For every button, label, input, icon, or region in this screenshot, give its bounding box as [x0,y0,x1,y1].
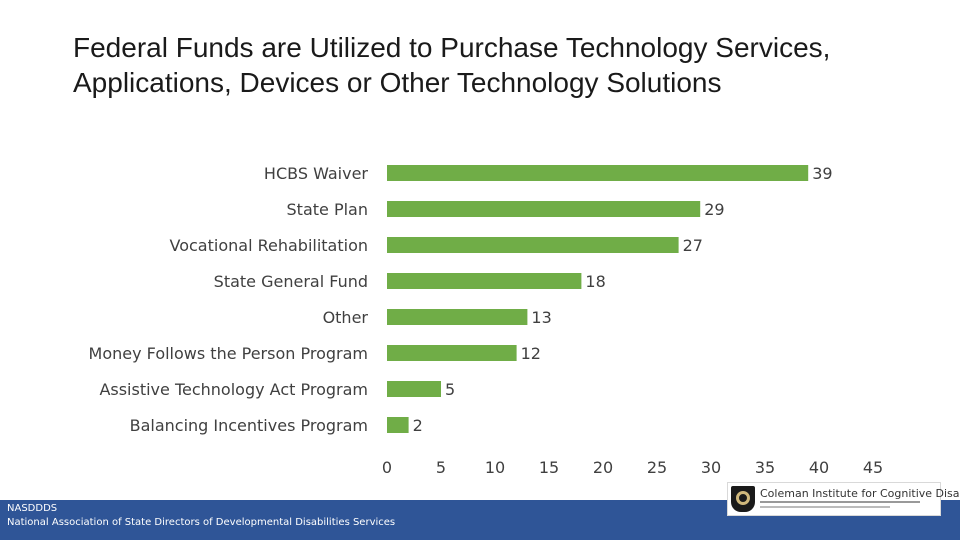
category-label: Assistive Technology Act Program [99,380,368,399]
logo-text: Coleman Institute for Cognitive Disabili… [760,487,960,500]
bar [387,273,582,289]
logo-subtitle-line [760,501,920,503]
bar [387,165,809,181]
category-label: Other [323,308,369,327]
x-tick-label: 35 [755,458,775,477]
footer-abbreviation: NASDDDS [7,503,58,514]
data-label: 39 [812,164,832,183]
data-label: 12 [521,344,541,363]
category-label: HCBS Waiver [264,164,369,183]
x-tick-label: 10 [485,458,505,477]
data-label: 13 [531,308,551,327]
logo-subtitle-line [760,506,890,508]
x-tick-label: 40 [809,458,829,477]
data-label: 2 [413,416,423,435]
coleman-institute-logo: Coleman Institute for Cognitive Disabili… [727,482,960,516]
bar [387,381,441,397]
x-tick-label: 20 [593,458,613,477]
bar [387,345,517,361]
x-tick-label: 30 [701,458,721,477]
x-tick-label: 25 [647,458,667,477]
bar-chart: HCBS Waiver 39 State Plan 29 Vocational Reha… [89,164,884,477]
cu-logo-icon [731,486,755,512]
x-tick-label: 5 [436,458,446,477]
data-label: 27 [683,236,703,255]
bar [387,417,409,433]
bar [387,201,701,217]
category-label: State General Fund [214,272,368,291]
x-tick-label: 15 [539,458,559,477]
bar [387,309,528,325]
chart-title: Federal Funds are Utilized to Purchase T… [73,32,831,98]
data-label: 5 [445,380,455,399]
category-label: State Plan [287,200,368,219]
bar [387,237,679,253]
x-tick-label: 45 [863,458,883,477]
category-label: Money Follows the Person Program [89,344,368,363]
data-label: 18 [585,272,605,291]
x-tick-label: 0 [382,458,392,477]
footer-organization: National Association of State Directors … [7,517,396,528]
data-label: 29 [704,200,724,219]
category-label: Balancing Incentives Program [130,416,368,435]
category-label: Vocational Rehabilitation [170,236,368,255]
